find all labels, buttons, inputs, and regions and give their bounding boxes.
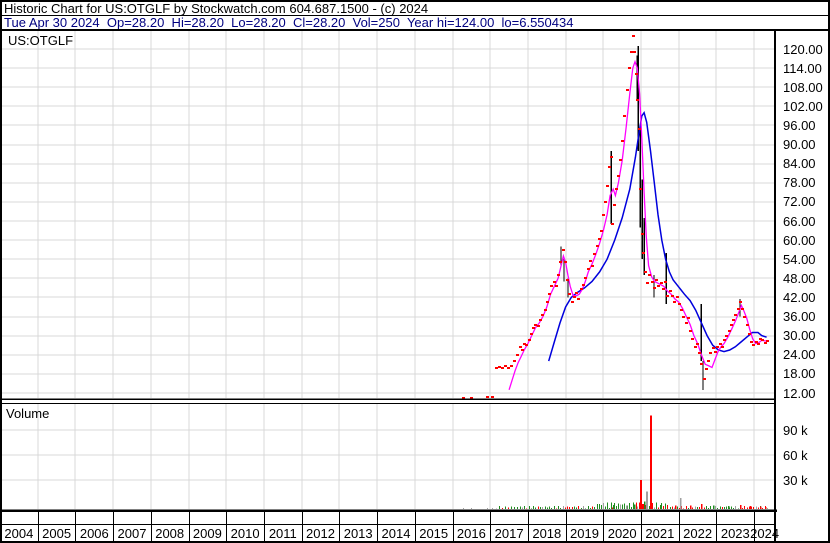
price-axis-label: 66.00 xyxy=(783,213,816,229)
volume-axis-label: 90 k xyxy=(783,422,808,438)
x-axis-year-label: 2018 xyxy=(532,526,562,541)
x-axis-year-label: 2020 xyxy=(607,526,637,541)
x-axis-year-label: 2014 xyxy=(381,526,411,541)
moving-averages xyxy=(508,59,767,390)
price-axis-label: 90.00 xyxy=(783,137,816,153)
x-axis-year-label: 2010 xyxy=(230,526,260,541)
volume-panel-label: Volume xyxy=(6,406,50,421)
volume-bars xyxy=(463,415,768,509)
price-axis-label: 54.00 xyxy=(783,251,816,267)
price-axis-label: 18.00 xyxy=(783,366,816,382)
price-axis-label: 72.00 xyxy=(783,194,816,210)
x-axis-year-label: 2005 xyxy=(42,526,72,541)
gridlines xyxy=(1,31,775,509)
price-axis-label: 60.00 xyxy=(783,232,816,248)
x-axis-year-label: 2009 xyxy=(192,526,222,541)
x-axis-year-label: 2013 xyxy=(343,526,373,541)
x-axis-year-label: 2015 xyxy=(419,526,449,541)
price-axis-label: 84.00 xyxy=(783,156,816,172)
price-axis-label: 24.00 xyxy=(783,347,816,363)
volume-axis-label: 60 k xyxy=(783,447,808,463)
x-axis-year-label: 2017 xyxy=(494,526,524,541)
quote-summary-line: Tue Apr 30 2024 Op=28.20 Hi=28.20 Lo=28.… xyxy=(4,15,574,30)
x-axis-ticks xyxy=(38,512,755,541)
price-axis-label: 30.00 xyxy=(783,328,816,344)
price-axis-label: 102.00 xyxy=(783,98,823,114)
x-axis-year-label: 2012 xyxy=(306,526,335,541)
x-axis-year-label: 2021 xyxy=(645,526,675,541)
x-axis-year-label: 2019 xyxy=(570,526,599,541)
ma-slow-line xyxy=(547,110,767,362)
x-axis-year-label: 2022 xyxy=(683,526,713,541)
x-axis-year-label: 2011 xyxy=(268,526,297,541)
x-axis-year-label: 2008 xyxy=(155,526,185,541)
price-axis-label: 48.00 xyxy=(783,270,816,286)
price-axis-label: 36.00 xyxy=(783,309,816,324)
x-axis-year-label: 2007 xyxy=(117,526,147,541)
price-axis-label: 108.00 xyxy=(783,79,823,95)
price-axis-label: 96.00 xyxy=(783,117,816,133)
ma-fast-line xyxy=(508,59,767,390)
x-axis-year-label: 2016 xyxy=(456,526,486,541)
symbol-label: US:OTGLF xyxy=(8,33,74,48)
volume-axis-label: 30 k xyxy=(783,472,808,488)
x-axis-year-label: 2023 xyxy=(720,526,750,541)
range-bars xyxy=(560,45,741,390)
price-axis-label: 114.00 xyxy=(783,60,822,76)
price-axis-label: 120.00 xyxy=(783,41,823,57)
x-axis-year-label: 2006 xyxy=(79,526,109,541)
x-axis-year-label: 2024 xyxy=(750,526,780,541)
price-axis-label: 42.00 xyxy=(783,289,816,305)
chart-title: Historic Chart for US:OTGLF by Stockwatc… xyxy=(4,1,429,16)
x-axis-year-label: 2004 xyxy=(4,526,34,541)
price-axis-label: 78.00 xyxy=(783,175,816,191)
price-axis-label: 12.00 xyxy=(783,385,816,401)
price-marks xyxy=(462,35,769,399)
